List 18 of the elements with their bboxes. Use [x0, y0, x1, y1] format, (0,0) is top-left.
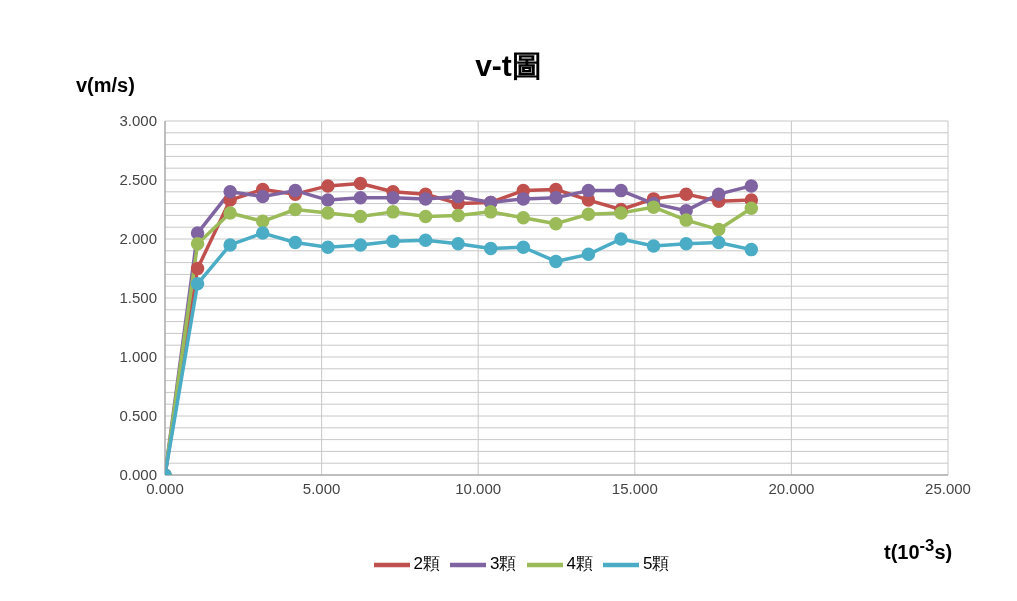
y-tick-label: 2.500 [119, 171, 157, 189]
chart-title: v-t圖 [475, 49, 542, 82]
x-tick-label: 5.000 [302, 479, 341, 497]
legend-label: 5顆 [642, 554, 670, 574]
y-tick-label: 3.000 [119, 112, 157, 130]
legend-label: 3顆 [490, 554, 517, 574]
legend-label: 2顆 [413, 554, 441, 574]
y-tick-label: 1.500 [119, 289, 157, 307]
y-tick-label: 0.500 [119, 407, 157, 425]
x-tick-label: 10.000 [455, 479, 502, 497]
x-tick-label: 20.000 [768, 479, 815, 497]
x-axis-title: t(10$^{-3}$s) [884, 536, 953, 564]
y-tick-label: 2.000 [119, 230, 157, 248]
legend-label: 4顆 [566, 554, 593, 574]
y-tick-label: 1.000 [119, 348, 157, 366]
y-axis-title: v(m/s) [76, 74, 135, 97]
x-tick-label: 15.000 [611, 479, 658, 497]
x-tick-label: 25.000 [925, 479, 971, 497]
